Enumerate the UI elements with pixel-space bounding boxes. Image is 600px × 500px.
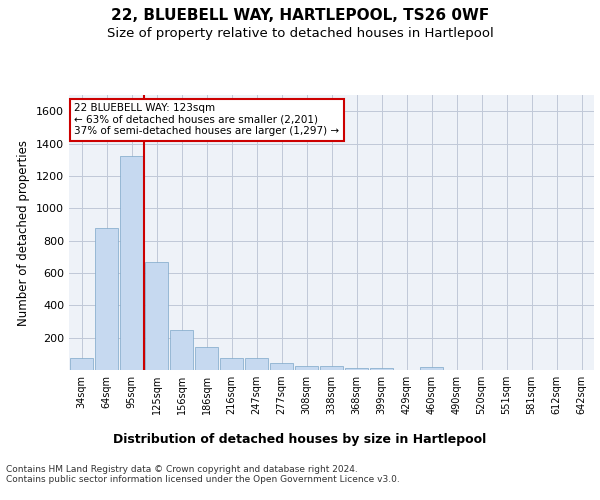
- Bar: [269, 362, 293, 370]
- Bar: [70, 358, 94, 370]
- Bar: [145, 262, 169, 370]
- Text: Contains HM Land Registry data © Crown copyright and database right 2024.
Contai: Contains HM Land Registry data © Crown c…: [6, 465, 400, 484]
- Text: Distribution of detached houses by size in Hartlepool: Distribution of detached houses by size …: [113, 432, 487, 446]
- Bar: [344, 368, 368, 370]
- Bar: [194, 348, 218, 370]
- Bar: [119, 156, 143, 370]
- Text: Size of property relative to detached houses in Hartlepool: Size of property relative to detached ho…: [107, 28, 493, 40]
- Text: 22 BLUEBELL WAY: 123sqm
← 63% of detached houses are smaller (2,201)
37% of semi: 22 BLUEBELL WAY: 123sqm ← 63% of detache…: [74, 104, 340, 136]
- Bar: [170, 330, 193, 370]
- Bar: [370, 368, 394, 370]
- Bar: [320, 366, 343, 370]
- Bar: [220, 358, 244, 370]
- Bar: [295, 366, 319, 370]
- Bar: [245, 358, 268, 370]
- Text: 22, BLUEBELL WAY, HARTLEPOOL, TS26 0WF: 22, BLUEBELL WAY, HARTLEPOOL, TS26 0WF: [111, 8, 489, 22]
- Bar: [95, 228, 118, 370]
- Y-axis label: Number of detached properties: Number of detached properties: [17, 140, 31, 326]
- Bar: [419, 367, 443, 370]
